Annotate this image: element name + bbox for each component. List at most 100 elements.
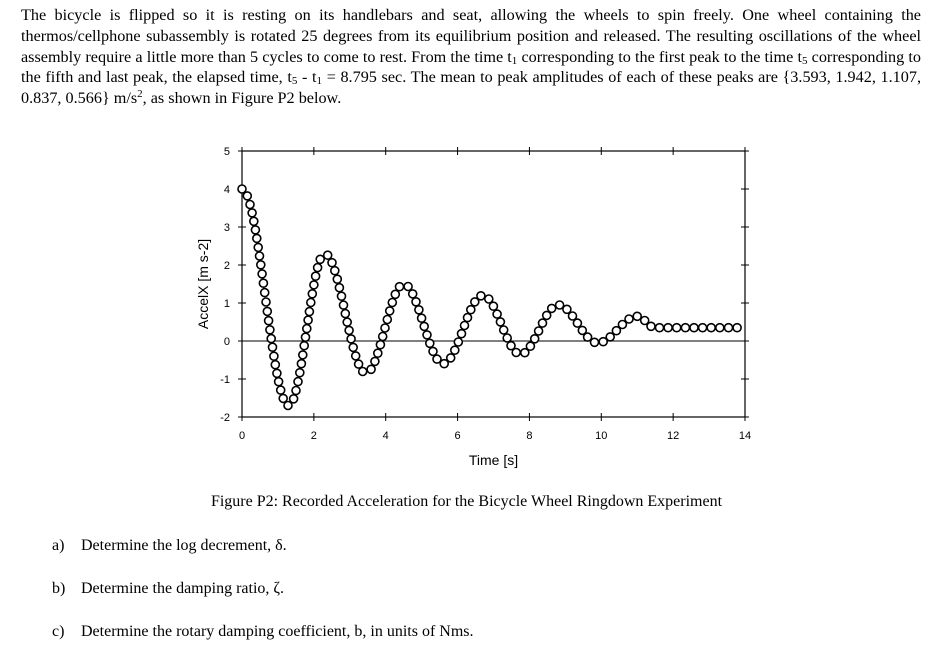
data-point: [332, 274, 343, 284]
data-point: [537, 318, 548, 328]
data-point: [322, 250, 333, 260]
data-point: [546, 303, 557, 314]
question-text: Determine the log decrement, δ.: [81, 537, 287, 554]
data-point: [245, 199, 255, 210]
y-tick-label: 5: [224, 146, 230, 158]
data-point: [476, 291, 486, 301]
data-point: [380, 323, 390, 333]
data-point: [373, 348, 383, 358]
data-point: [357, 366, 368, 377]
data-point: [315, 254, 325, 265]
plot-frame: [241, 150, 746, 418]
data-point: [338, 300, 349, 310]
data-point: [370, 356, 380, 367]
data-point: [598, 336, 609, 347]
data-point: [432, 354, 442, 364]
data-point: [407, 289, 418, 299]
data-point: [250, 225, 261, 235]
data-point: [456, 328, 467, 339]
data-point: [303, 315, 313, 325]
data-point: [519, 347, 530, 358]
data-point: [488, 301, 499, 311]
data-point: [663, 322, 673, 333]
data-point: [252, 233, 262, 244]
problem-statement: The bicycle is flipped so it is resting …: [21, 6, 921, 108]
question-text: Determine the damping ratio, ζ.: [81, 580, 285, 597]
data-point: [525, 341, 536, 351]
data-point: [605, 332, 616, 342]
data-point: [302, 323, 312, 334]
data-point: [502, 333, 513, 343]
x-axis-title: Time [s]: [469, 452, 518, 468]
data-point: [680, 322, 691, 333]
data-point: [414, 305, 424, 315]
data-point: [671, 322, 682, 333]
x-tick-label: 14: [739, 430, 751, 442]
data-point: [572, 318, 583, 328]
data-point: [344, 325, 354, 336]
data-point: [299, 340, 309, 351]
data-point: [425, 338, 435, 349]
data-point: [567, 311, 578, 321]
data-point: [366, 364, 376, 375]
data-point: [533, 326, 544, 336]
data-point: [422, 330, 432, 340]
data-point: [256, 260, 266, 270]
question-label: b): [52, 580, 66, 597]
data-point: [416, 313, 427, 323]
data-point: [278, 393, 288, 404]
data-point: [295, 367, 305, 378]
x-tick-label: 12: [667, 430, 679, 442]
data-point: [306, 297, 316, 308]
data-point: [390, 289, 401, 300]
data-point: [263, 315, 274, 326]
y-axis-title: AccelX [m s-2]: [195, 239, 211, 329]
data-point: [639, 315, 650, 326]
data-point: [269, 351, 279, 361]
data-point: [348, 342, 358, 353]
data-point: [428, 346, 438, 357]
data-point: [288, 393, 299, 404]
data-point: [259, 287, 270, 298]
data-point: [453, 337, 464, 347]
data-point: [387, 297, 398, 308]
data-point: [283, 400, 293, 411]
data-point: [242, 191, 253, 201]
question-label: a): [52, 537, 65, 554]
data-point: [253, 242, 263, 253]
data-point: [582, 332, 593, 342]
data-point: [237, 184, 247, 194]
data-point: [275, 385, 286, 395]
x-tick-label: 8: [526, 430, 532, 442]
data-point: [732, 322, 742, 333]
data-point: [492, 309, 502, 319]
data-point: [296, 358, 307, 369]
data-point: [291, 385, 301, 396]
data-point: [511, 347, 522, 358]
data-point: [304, 306, 315, 317]
y-tick-label: 3: [224, 222, 230, 234]
data-point: [257, 269, 267, 279]
data-point: [469, 297, 480, 307]
data-point: [697, 322, 708, 333]
data-point: [529, 334, 540, 344]
data-point: [495, 317, 506, 327]
data-point: [270, 359, 281, 370]
data-point: [247, 208, 257, 218]
y-tick-label: 4: [224, 184, 230, 196]
data-point: [646, 321, 656, 332]
data-point: [350, 351, 361, 361]
data-point: [262, 306, 273, 317]
data-point: [654, 322, 665, 333]
x-tick-label: 4: [383, 430, 389, 442]
data-point: [310, 271, 321, 281]
data-point: [346, 334, 356, 344]
y-tick-label: -1: [220, 374, 230, 386]
x-tick-label: 2: [311, 430, 317, 442]
data-point: [375, 339, 386, 350]
y-tick-label: 1: [224, 298, 230, 310]
data-point: [394, 281, 405, 292]
data-point: [309, 280, 319, 290]
data-point: [258, 278, 269, 288]
